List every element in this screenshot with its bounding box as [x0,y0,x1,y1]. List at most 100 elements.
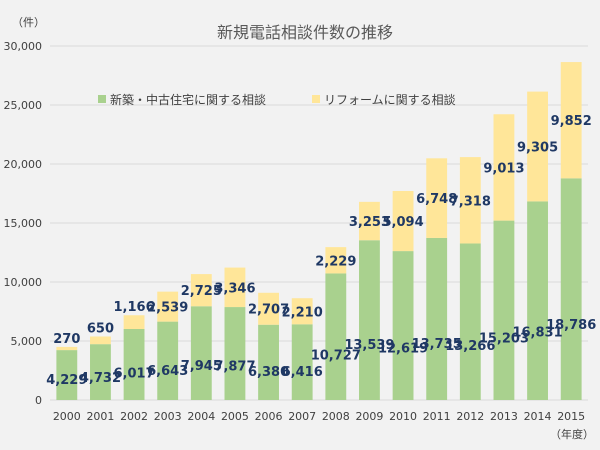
bars [56,62,582,400]
x-tick-label: 2011 [423,410,451,423]
x-tick-label: 2010 [389,410,417,423]
data-label-new-housing: 7,877 [214,359,255,374]
bar-reform-2000 [56,346,78,351]
bar-new-housing-2015 [560,178,582,400]
data-label-new-housing: 12,619 [378,341,428,356]
legend-swatch-reform [312,95,320,103]
bar-new-housing-2008 [325,273,347,400]
bar-new-housing-2001 [90,344,111,400]
bar-new-housing-2004 [190,306,212,400]
bar-new-housing-2002 [123,328,145,400]
data-label-new-housing: 6,416 [282,365,323,380]
bar-reform-2015 [560,62,582,179]
bar-reform-2012 [459,157,481,244]
x-tick-label: 2009 [355,410,383,423]
y-tick-label: 20,000 [4,158,43,171]
legend-swatch-new-housing [98,95,106,103]
data-label-reform: 3,253 [349,215,390,230]
data-label-reform: 2,539 [147,301,188,316]
data-label-new-housing: 13,266 [445,339,495,354]
data-label-new-housing: 6,380 [248,365,289,380]
bar-reform-2002 [123,315,145,329]
data-label-new-housing: 13,539 [344,338,394,353]
bar-reform-2001 [90,336,111,345]
data-label-new-housing: 6,017 [114,366,155,381]
bar-reform-2011 [426,158,448,238]
bar-reform-2013 [493,114,515,221]
x-tick-label: 2003 [154,410,182,423]
x-tick-label: 2001 [86,410,114,423]
bar-reform-2008 [325,247,347,274]
y-tick-label: 5,000 [11,335,43,348]
legend: 新築・中古住宅に関する相談 リフォームに関する相談 [98,92,456,107]
y-axis-ticks: 0 5,000 10,000 15,000 20,000 25,000 30,000 [4,40,43,407]
data-label-reform: 650 [87,321,114,336]
bar-new-housing-2009 [359,240,380,400]
y-tick-label: 25,000 [4,99,43,112]
x-tick-label: 2008 [322,410,350,423]
data-label-new-housing: 18,786 [546,318,596,333]
x-axis-unit: （年度） [550,427,594,441]
bar-new-housing-2013 [493,220,515,400]
x-tick-label: 2014 [524,410,552,423]
data-label-reform: 6,748 [416,192,457,207]
bar-new-housing-2014 [527,201,548,400]
bar-new-housing-2011 [426,237,448,400]
data-label-reform: 9,305 [517,140,558,155]
bar-new-housing-2003 [157,321,179,400]
y-tick-label: 10,000 [4,276,43,289]
x-tick-label: 2005 [221,410,249,423]
bar-new-housing-2007 [291,324,313,400]
data-label-reform: 9,013 [483,161,524,176]
x-tick-label: 2002 [120,410,148,423]
bar-reform-2009 [359,201,380,241]
legend-label-reform: リフォームに関する相談 [324,92,456,107]
x-tick-label: 2012 [456,410,484,423]
bar-new-housing-2005 [224,307,246,400]
x-tick-label: 2007 [288,410,316,423]
data-label-new-housing: 13,735 [412,337,462,352]
chart-title: 新規電話相談件数の推移 [217,23,393,42]
data-label-reform: 1,166 [114,300,155,315]
x-tick-label: 2004 [187,410,215,423]
data-label-new-housing: 15,203 [479,332,529,347]
bar-reform-2010 [392,190,414,252]
data-label-reform: 3,346 [214,281,255,296]
y-tick-label: 30,000 [4,40,43,53]
bar-reform-2007 [291,298,313,325]
data-label-reform: 270 [53,332,80,347]
data-label-new-housing: 16,831 [512,325,562,340]
data-label-new-housing: 6,643 [147,364,188,379]
x-axis-ticks: 2000 2001 2002 2003 2004 2005 2006 2007 2008 2009… [53,410,585,423]
data-label-reform: 2,210 [282,305,323,320]
bar-new-housing-2000 [56,350,78,400]
y-tick-label: 15,000 [4,217,43,230]
bar-reform-2014 [527,91,548,202]
data-label-new-housing: 4,229 [46,373,87,388]
data-label-reform: 2,725 [181,284,222,299]
bar-reform-2005 [224,267,246,308]
data-label-reform: 7,318 [450,194,491,209]
x-tick-label: 2015 [557,410,585,423]
x-tick-label: 2013 [490,410,518,423]
bar-new-housing-2010 [392,251,414,400]
bar-new-housing-2006 [258,324,279,400]
x-tick-label: 2000 [53,410,81,423]
data-label-new-housing: 4,732 [80,371,121,386]
bar-reform-2006 [258,292,279,325]
bar-reform-2003 [157,291,179,322]
data-label-new-housing: 10,727 [311,348,361,363]
data-label-reform: 9,852 [551,114,592,129]
data-label-new-housing: 7,945 [181,359,222,374]
data-labels: 4,229 270 4,732 650 6,017 1,166 6,643 2,539 7,94… [46,114,596,388]
legend-label-new-housing: 新築・中古住宅に関する相談 [110,92,266,107]
x-tick-label: 2006 [255,410,283,423]
data-label-reform: 2,229 [315,254,356,269]
data-label-reform: 5,094 [383,215,424,230]
y-axis-unit: （件） [12,16,45,29]
data-label-reform: 2,707 [248,303,289,318]
bar-reform-2004 [190,274,212,307]
bar-new-housing-2012 [459,243,481,400]
